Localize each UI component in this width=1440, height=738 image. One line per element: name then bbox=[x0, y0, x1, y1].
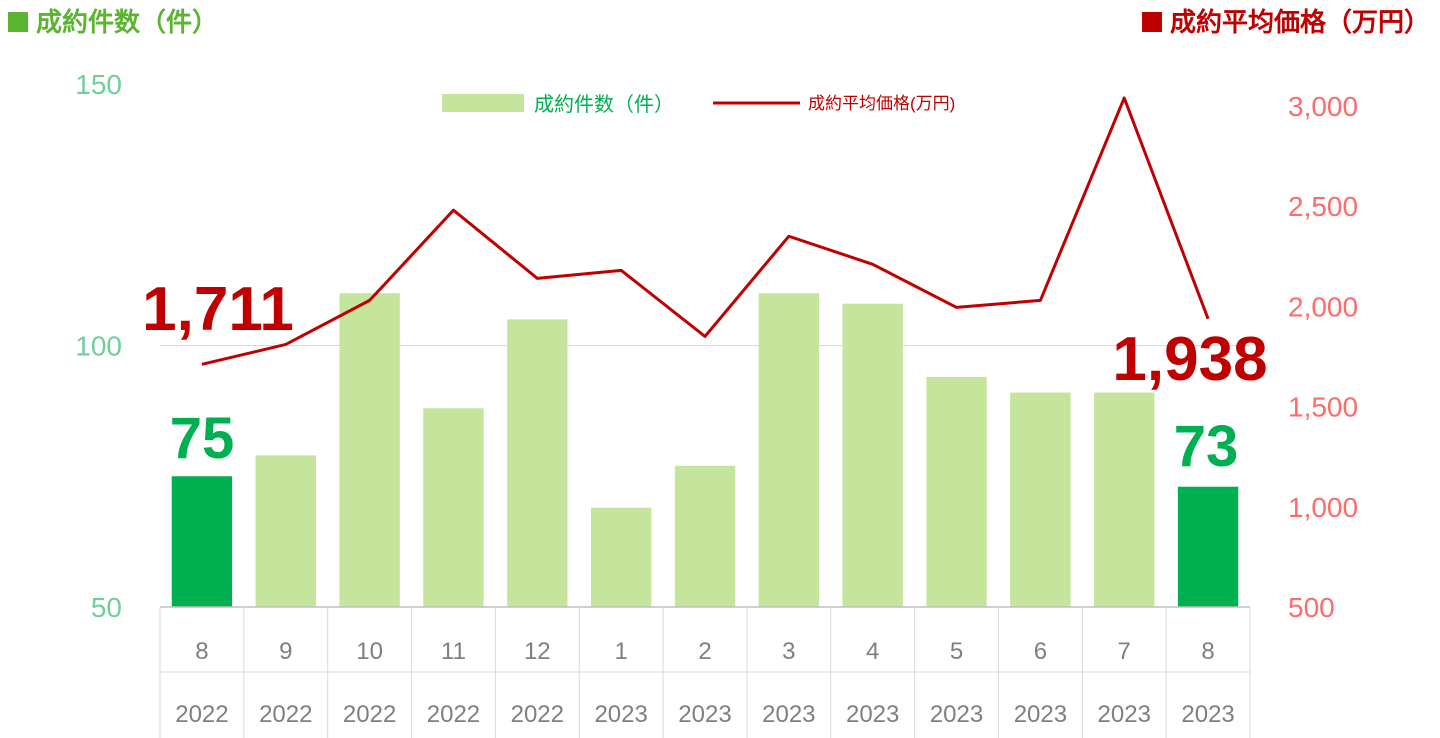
month-label-9: 5 bbox=[950, 638, 963, 665]
month-label-12: 8 bbox=[1201, 638, 1214, 665]
year-label-5: 2023 bbox=[594, 701, 647, 728]
price-last-label: 1,938 bbox=[1112, 325, 1267, 394]
month-label-6: 2 bbox=[698, 638, 711, 665]
year-label-2: 2022 bbox=[343, 701, 396, 728]
right-tick-1,500: 1,500 bbox=[1288, 392, 1358, 423]
bar-8-2022 bbox=[171, 476, 233, 607]
year-label-11: 2023 bbox=[1098, 701, 1151, 728]
month-label-4: 12 bbox=[524, 638, 551, 665]
month-label-10: 6 bbox=[1034, 638, 1047, 665]
price-first-label: 1,711 bbox=[142, 275, 294, 344]
year-label-0: 2022 bbox=[175, 701, 228, 728]
month-label-11: 7 bbox=[1118, 638, 1131, 665]
year-label-3: 2022 bbox=[427, 701, 480, 728]
year-label-4: 2022 bbox=[511, 701, 564, 728]
right-tick-3,000: 3,000 bbox=[1288, 91, 1358, 122]
price-line bbox=[201, 96, 1210, 366]
left-legend-square-icon bbox=[8, 12, 28, 32]
left-axis-title-text: 成約件数（件） bbox=[36, 8, 219, 38]
count-last-label: 73 bbox=[1174, 414, 1239, 479]
year-label-8: 2023 bbox=[846, 701, 899, 728]
bar-10-2022 bbox=[339, 293, 400, 607]
month-label-8: 4 bbox=[866, 638, 879, 665]
right-tick-1,000: 1,000 bbox=[1288, 492, 1358, 523]
month-label-2: 10 bbox=[356, 638, 383, 665]
bar-5-2023 bbox=[926, 376, 987, 607]
bar-11-2022 bbox=[423, 408, 484, 607]
bar-9-2022 bbox=[255, 455, 316, 607]
left-axis-title: 成約件数（件） bbox=[8, 2, 218, 39]
count-first-label: 75 bbox=[170, 406, 235, 471]
legend-bar-label: 成約件数（件） bbox=[534, 93, 674, 116]
bar-3-2023 bbox=[758, 293, 820, 607]
right-tick-2,500: 2,500 bbox=[1288, 191, 1358, 222]
left-tick-150: 150 bbox=[75, 69, 122, 100]
bar-7-2023 bbox=[1094, 392, 1155, 607]
year-label-1: 2022 bbox=[259, 701, 312, 728]
year-label-12: 2023 bbox=[1181, 701, 1234, 728]
month-label-3: 11 bbox=[441, 638, 466, 665]
left-tick-50: 50 bbox=[91, 592, 122, 623]
right-axis-title-text: 成約平均価格（万円） bbox=[1169, 8, 1430, 38]
bar-12-2022 bbox=[507, 319, 568, 607]
month-label-0: 8 bbox=[195, 638, 208, 665]
year-label-9: 2023 bbox=[930, 701, 983, 728]
right-tick-2,000: 2,000 bbox=[1288, 291, 1358, 322]
bar-1-2023 bbox=[590, 507, 652, 607]
month-label-7: 3 bbox=[782, 638, 795, 665]
year-label-10: 2023 bbox=[1014, 701, 1067, 728]
bar-4-2023 bbox=[842, 303, 903, 607]
bar-6-2023 bbox=[1010, 392, 1071, 607]
legend-line-label: 成約平均価格(万円) bbox=[808, 94, 955, 113]
bar-8-2023 bbox=[1177, 486, 1239, 607]
bar-2-2023 bbox=[674, 465, 736, 607]
right-tick-500: 500 bbox=[1288, 592, 1335, 623]
right-legend-square-icon bbox=[1141, 12, 1162, 32]
left-tick-100: 100 bbox=[75, 331, 122, 362]
right-axis-title: 成約平均価格（万円） bbox=[1141, 2, 1430, 39]
year-label-6: 2023 bbox=[678, 701, 731, 728]
month-label-5: 1 bbox=[614, 638, 627, 665]
year-label-7: 2023 bbox=[762, 701, 815, 728]
month-label-1: 9 bbox=[279, 638, 292, 665]
legend-bar-swatch bbox=[442, 94, 524, 112]
